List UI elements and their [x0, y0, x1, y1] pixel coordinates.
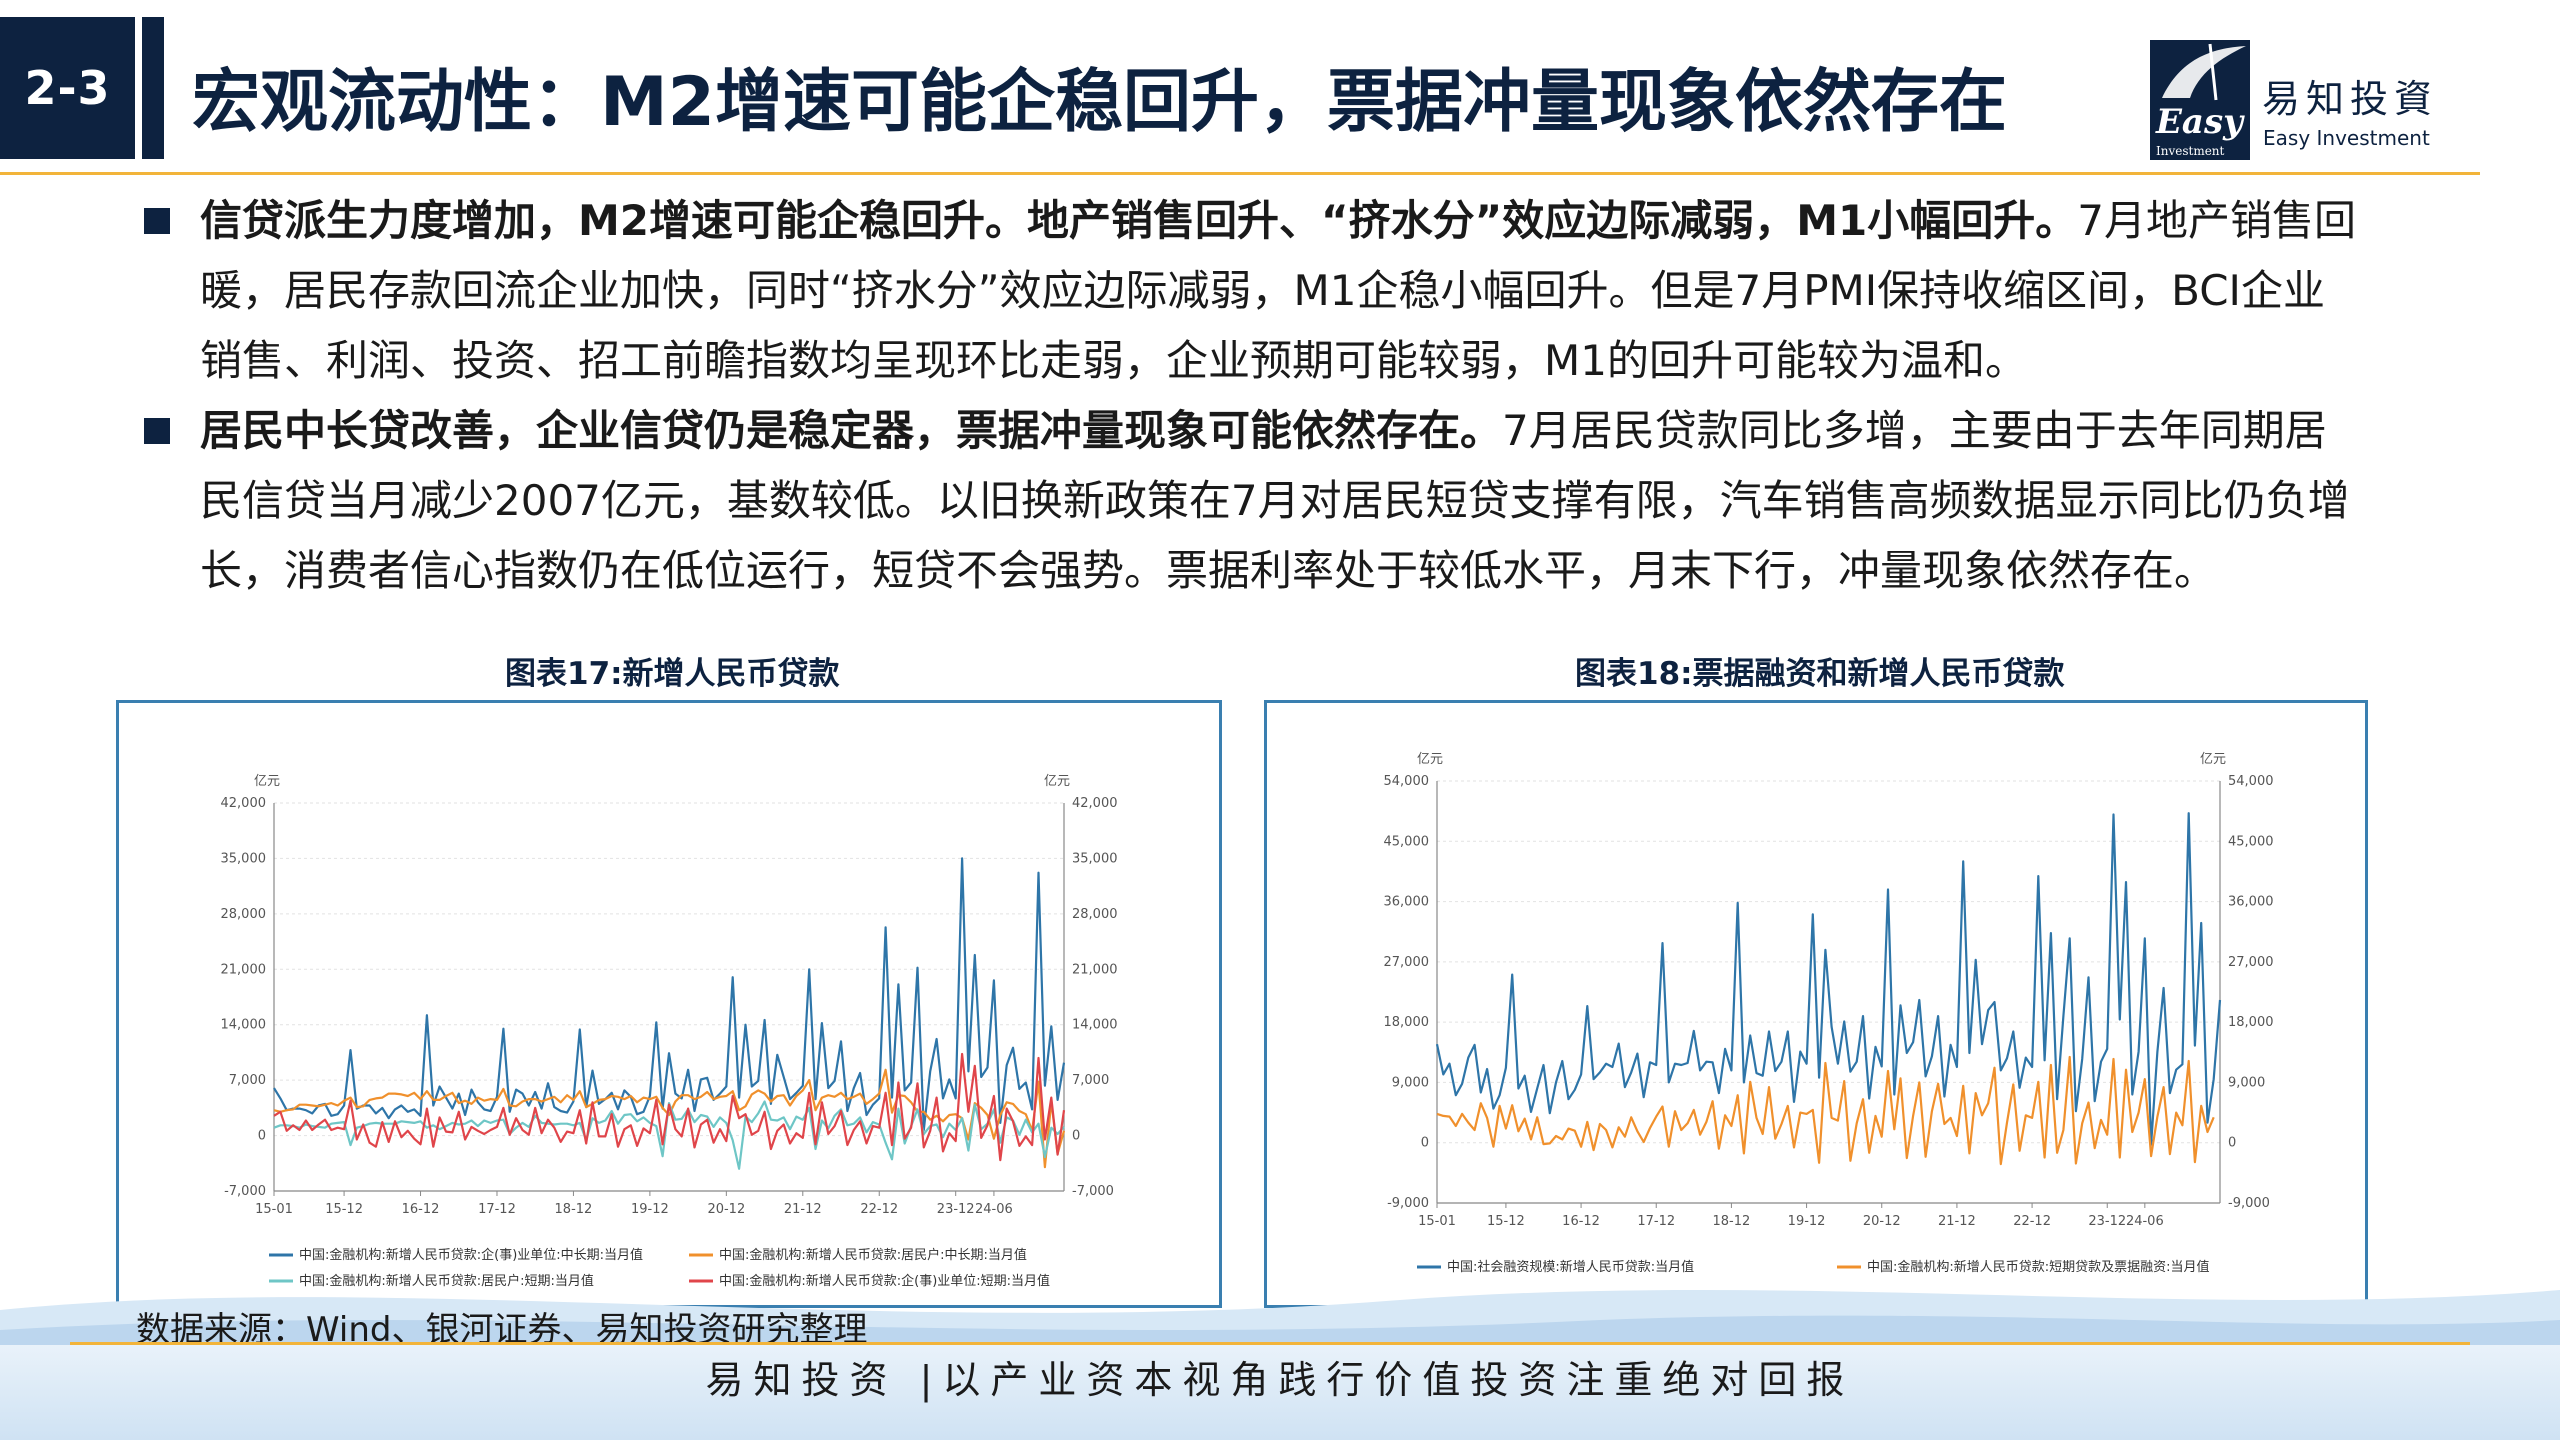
y-tick-label-right: 45,000	[2228, 834, 2274, 849]
chart1-panel: -7,000 -7,000 0 0 7,000 7,000 14,000 14,000 21,0…	[116, 700, 1222, 1308]
x-tick-label: 16-12	[1562, 1214, 1600, 1229]
unit-label-left: 亿元	[1417, 752, 1443, 767]
chart1-caption: 图表17:新增人民币贷款	[505, 656, 840, 692]
x-tick-label: 21-12	[784, 1202, 822, 1217]
unit-label-right: 亿元	[1044, 774, 1070, 789]
x-tick-label: 24-06	[2126, 1214, 2164, 1229]
y-tick-label-right: 28,000	[1072, 907, 1118, 922]
y-tick-label: 36,000	[1384, 895, 1430, 910]
legend-label: 中国:金融机构:新增人民币贷款:企(事)业单位:中长期:当月值	[299, 1247, 643, 1263]
series-line-2	[1436, 1055, 2215, 1166]
y-tick-label-right: 27,000	[2228, 955, 2274, 970]
series-line-1	[273, 857, 1066, 1132]
x-tick-label: 16-12	[402, 1202, 440, 1217]
chart2-panel: -9,000 -9,000 0 0 9,000 9,000 18,000 18,000 27,0…	[1264, 700, 2368, 1308]
chart2-caption: 图表18:票据融资和新增人民币贷款	[1575, 656, 2065, 692]
section-badge-bar	[142, 17, 164, 159]
unit-label-left: 亿元	[254, 774, 280, 789]
bullet-list: 信贷派生力度增加，M2增速可能企稳回升。地产销售回升、“挤水分”效应边际减弱，M…	[140, 186, 2360, 606]
series-line-2	[273, 1068, 1066, 1169]
bullet-square-icon	[144, 208, 170, 234]
series-line-4	[273, 1052, 1066, 1162]
chart1-svg: -7,000 -7,000 0 0 7,000 7,000 14,000 14,000 21,0…	[221, 774, 1118, 1289]
y-tick-label-right: 21,000	[1072, 962, 1118, 977]
y-tick-label: 28,000	[221, 907, 267, 922]
y-tick-label-right: 0	[2228, 1136, 2236, 1151]
legend-label: 中国:社会融资规模:新增人民币贷款:当月值	[1447, 1259, 1694, 1275]
legend-label: 中国:金融机构:新增人民币贷款:短期贷款及票据融资:当月值	[1867, 1259, 2210, 1275]
y-tick-label: 9,000	[1392, 1075, 1429, 1090]
bullet-square-icon	[144, 418, 170, 444]
y-tick-label: 14,000	[221, 1018, 267, 1033]
x-tick-label: 17-12	[1637, 1214, 1675, 1229]
y-tick-label-right: 36,000	[2228, 895, 2274, 910]
x-tick-label: 22-12	[2013, 1214, 2051, 1229]
logo-chinese-name: 易知投資	[2262, 77, 2439, 121]
y-tick-label: 54,000	[1384, 774, 1430, 789]
y-tick-label: 21,000	[221, 962, 267, 977]
y-tick-label-right: 9,000	[2228, 1075, 2265, 1090]
chart2-svg: -9,000 -9,000 0 0 9,000 9,000 18,000 18,000 27,0…	[1384, 752, 2274, 1275]
x-tick-label: 15-12	[325, 1202, 363, 1217]
x-tick-label: 15-12	[1487, 1214, 1525, 1229]
page-title: 宏观流动性：M2增速可能企稳回升，票据冲量现象依然存在	[192, 63, 2007, 142]
bullet-lead: 居民中长贷改善，企业信贷仍是稳定器，票据冲量现象可能依然存在。	[200, 406, 1503, 455]
y-tick-label-right: 14,000	[1072, 1018, 1118, 1033]
x-tick-label: 23-12	[2088, 1214, 2126, 1229]
y-tick-label: 0	[258, 1129, 266, 1144]
x-tick-label: 17-12	[478, 1202, 516, 1217]
bullet-body: 7月地产销售回暖，居民存款回流企业加快，同时“挤水分”效应边际减弱，M1企稳小幅…	[200, 196, 2356, 385]
y-tick-label: 42,000	[221, 796, 267, 811]
x-tick-label: 19-12	[1788, 1214, 1826, 1229]
x-tick-label: 22-12	[860, 1202, 898, 1217]
x-tick-label: 20-12	[1863, 1214, 1901, 1229]
y-tick-label: -9,000	[1387, 1196, 1429, 1211]
y-tick-label-right: 18,000	[2228, 1015, 2274, 1030]
header-divider	[0, 172, 2480, 175]
x-tick-label: 21-12	[1938, 1214, 1976, 1229]
bullet-lead: 信贷派生力度增加，M2增速可能企稳回升。地产销售回升、“挤水分”效应边际减弱，M…	[200, 196, 2078, 245]
y-tick-label-right: 42,000	[1072, 796, 1118, 811]
x-tick-label: 15-01	[1418, 1214, 1456, 1229]
y-tick-label: 35,000	[221, 851, 267, 866]
section-badge: 2-3	[0, 17, 135, 159]
y-tick-label-right: 0	[1072, 1129, 1080, 1144]
y-tick-label: 0	[1421, 1136, 1429, 1151]
y-tick-label: 7,000	[229, 1073, 266, 1088]
legend-label: 中国:金融机构:新增人民币贷款:居民户:中长期:当月值	[719, 1247, 1027, 1263]
bullet-item: 信贷派生力度增加，M2增速可能企稳回升。地产销售回升、“挤水分”效应边际减弱，M…	[140, 186, 2360, 396]
logo-easy-text: Easy	[2156, 102, 2243, 142]
series-line-3	[273, 1100, 1065, 1170]
y-tick-label: -7,000	[224, 1184, 266, 1199]
logo-investment-text: Investment	[2156, 144, 2225, 158]
logo-mark-icon: Easy Investment	[2150, 40, 2250, 160]
footer-band	[0, 1345, 2560, 1440]
company-logo: Easy Investment 易知投資 Easy Investment	[2150, 40, 2480, 164]
footer-slogan: 易知投资 |以产业资本视角践行价值投资注重绝对回报	[705, 1358, 1855, 1402]
x-tick-label: 18-12	[555, 1202, 593, 1217]
y-tick-label-right: -7,000	[1072, 1184, 1114, 1199]
bullet-body: 7月居民贷款同比多增，主要由于去年同期居民信贷当月减少2007亿元，基数较低。以…	[200, 406, 2350, 595]
y-tick-label: 18,000	[1384, 1015, 1430, 1030]
footer-wave	[0, 1290, 2560, 1350]
y-tick-label-right: 7,000	[1072, 1073, 1109, 1088]
y-tick-label-right: -9,000	[2228, 1196, 2270, 1211]
legend-label: 中国:金融机构:新增人民币贷款:企(事)业单位:短期:当月值	[719, 1273, 1050, 1289]
y-tick-label-right: 35,000	[1072, 851, 1118, 866]
logo-english-name: Easy Investment	[2263, 126, 2430, 150]
y-tick-label: 27,000	[1384, 955, 1430, 970]
legend-label: 中国:金融机构:新增人民币贷款:居民户:短期:当月值	[299, 1273, 594, 1289]
x-tick-label: 20-12	[707, 1202, 745, 1217]
y-tick-label-right: 54,000	[2228, 774, 2274, 789]
footer-divider	[70, 1342, 2470, 1345]
unit-label-right: 亿元	[2200, 752, 2226, 767]
x-tick-label: 18-12	[1713, 1214, 1751, 1229]
series-line-1	[1435, 812, 2222, 1146]
x-tick-label: 19-12	[631, 1202, 669, 1217]
x-tick-label: 23-12	[937, 1202, 975, 1217]
y-tick-label: 45,000	[1384, 834, 1430, 849]
bullet-item: 居民中长贷改善，企业信贷仍是稳定器，票据冲量现象可能依然存在。7月居民贷款同比多…	[140, 396, 2360, 606]
x-tick-label: 24-06	[975, 1202, 1013, 1217]
x-tick-label: 15-01	[255, 1202, 293, 1217]
